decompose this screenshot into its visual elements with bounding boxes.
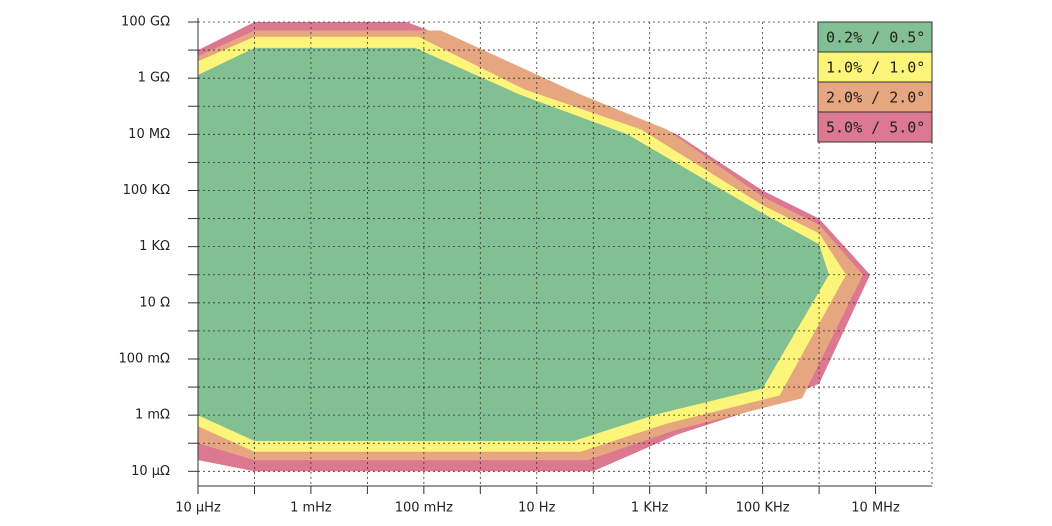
x-tick-label: 100 KHz (736, 501, 790, 516)
y-tick-label: 1 GΩ (138, 71, 170, 86)
legend-swatch (817, 21, 933, 53)
y-tick-label: 100 KΩ (123, 183, 170, 198)
legend-label: 0.2% / 0.5° (826, 29, 925, 47)
legend-label: 5.0% / 5.0° (826, 119, 925, 137)
x-tick-label: 10 Hz (518, 501, 555, 516)
y-tick-label: 1 mΩ (135, 408, 170, 423)
legend-swatch (817, 51, 933, 83)
x-tick-label: 100 mHz (395, 501, 453, 516)
legend-label: 2.0% / 2.0° (826, 89, 925, 107)
y-tick-label: 10 Ω (139, 295, 170, 310)
x-tick-label: 10 MHz (851, 501, 900, 516)
y-tick-label: 100 mΩ (118, 351, 170, 366)
x-tick-label: 10 µHz (175, 501, 221, 516)
y-tick-label: 1 KΩ (139, 239, 170, 254)
accuracy-region (198, 47, 829, 442)
x-tick-label: 1 KHz (631, 501, 669, 516)
legend-swatch (817, 111, 933, 143)
y-tick-label: 10 MΩ (128, 127, 170, 142)
legend-swatch (817, 81, 933, 113)
legend-label: 1.0% / 1.0° (826, 59, 925, 77)
legend: 0.2% / 0.5° 1.0% / 1.0° 2.0% / 2.0° 5.0% / … (817, 21, 933, 143)
y-tick-label: 10 µΩ (131, 464, 170, 479)
x-tick-label: 1 mHz (290, 501, 332, 516)
y-tick-label: 100 GΩ (121, 15, 170, 30)
